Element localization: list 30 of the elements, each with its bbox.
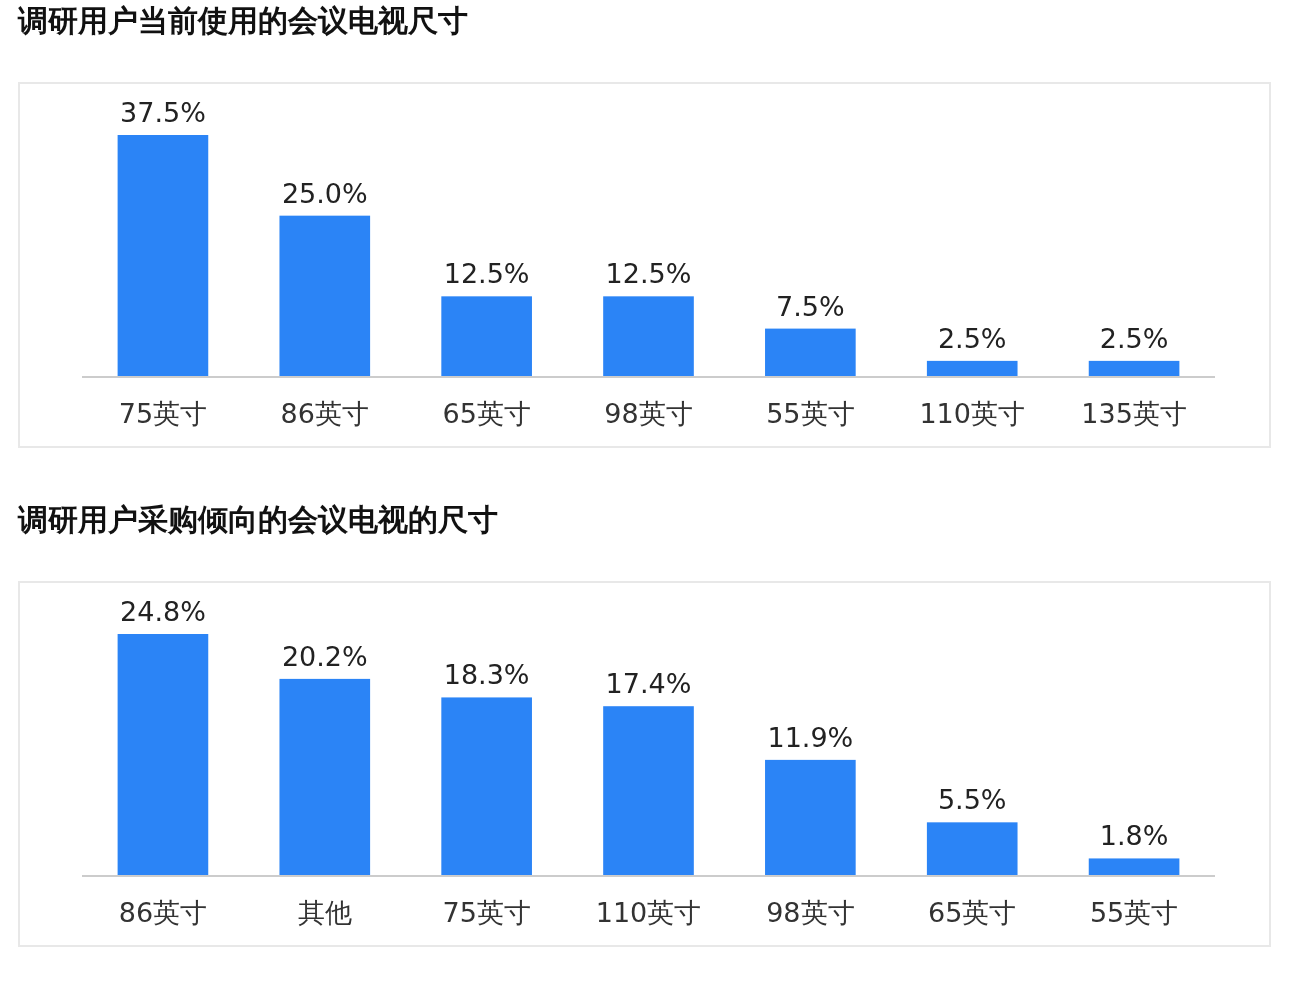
x-tick-label: 其他 <box>297 897 352 928</box>
data-label: 24.8% <box>120 596 206 627</box>
x-tick-label: 86英寸 <box>280 398 369 429</box>
data-label: 18.3% <box>443 659 530 691</box>
x-tick-label: 75英寸 <box>118 398 208 429</box>
chart-title: 调研用户采购倾向的会议电视的尺寸 <box>17 502 498 537</box>
data-label: 5.5% <box>937 784 1007 816</box>
data-label: 2.5% <box>1099 322 1169 354</box>
data-label: 25.0% <box>281 177 368 209</box>
x-tick-label: 75英寸 <box>442 897 531 928</box>
data-label: 2.5% <box>937 322 1007 354</box>
x-tick-label: 135英寸 <box>1081 398 1187 429</box>
data-label: 1.8% <box>1099 820 1169 852</box>
x-tick-label: 55英寸 <box>1089 897 1179 928</box>
data-label: 17.4% <box>605 668 692 700</box>
data-label: 12.5% <box>443 258 530 290</box>
data-label: 37.5% <box>120 97 206 128</box>
data-label: 12.5% <box>605 258 692 290</box>
chart-title: 调研用户当前使用的会议电视尺寸 <box>17 3 468 38</box>
x-tick-label: 55英寸 <box>766 398 855 429</box>
x-tick-label: 65英寸 <box>928 897 1017 928</box>
x-tick-label: 110英寸 <box>595 897 702 928</box>
x-tick-label: 110英寸 <box>919 398 1025 429</box>
x-tick-label: 86英寸 <box>118 897 208 928</box>
data-label: 7.5% <box>776 290 845 322</box>
x-tick-label: 65英寸 <box>442 398 531 429</box>
data-label: 11.9% <box>767 721 854 753</box>
x-tick-label: 98英寸 <box>766 897 855 928</box>
x-tick-label: 98英寸 <box>604 398 693 429</box>
data-label: 20.2% <box>281 640 368 672</box>
